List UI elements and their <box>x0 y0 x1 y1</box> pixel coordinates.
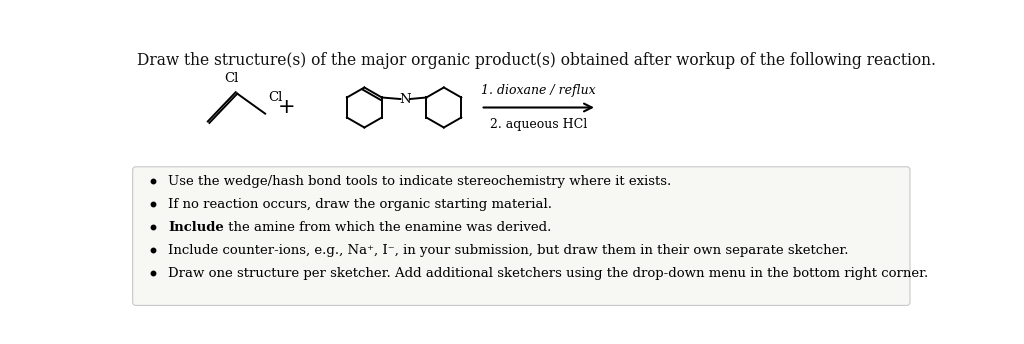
FancyBboxPatch shape <box>133 167 910 305</box>
Text: Cl: Cl <box>224 72 239 85</box>
Text: Use the wedge/hash bond tools to indicate stereochemistry where it exists.: Use the wedge/hash bond tools to indicat… <box>168 175 672 188</box>
Text: the amine from which the enamine was derived.: the amine from which the enamine was der… <box>224 221 552 234</box>
Text: 2. aqueous HCl: 2. aqueous HCl <box>490 118 588 131</box>
Text: 1. dioxane / reflux: 1. dioxane / reflux <box>481 84 596 97</box>
Text: Draw one structure per sketcher. Add additional sketchers using the drop-down me: Draw one structure per sketcher. Add add… <box>168 267 929 280</box>
Text: N: N <box>399 93 411 106</box>
Text: Include counter-ions, e.g., Na⁺, I⁻, in your submission, but draw them in their : Include counter-ions, e.g., Na⁺, I⁻, in … <box>168 244 849 257</box>
Text: Draw the structure(s) of the major organic product(s) obtained after workup of t: Draw the structure(s) of the major organ… <box>137 52 936 69</box>
Text: Include: Include <box>168 221 224 234</box>
Text: If no reaction occurs, draw the organic starting material.: If no reaction occurs, draw the organic … <box>168 198 552 211</box>
Text: Cl: Cl <box>268 91 283 104</box>
Text: +: + <box>279 97 296 118</box>
